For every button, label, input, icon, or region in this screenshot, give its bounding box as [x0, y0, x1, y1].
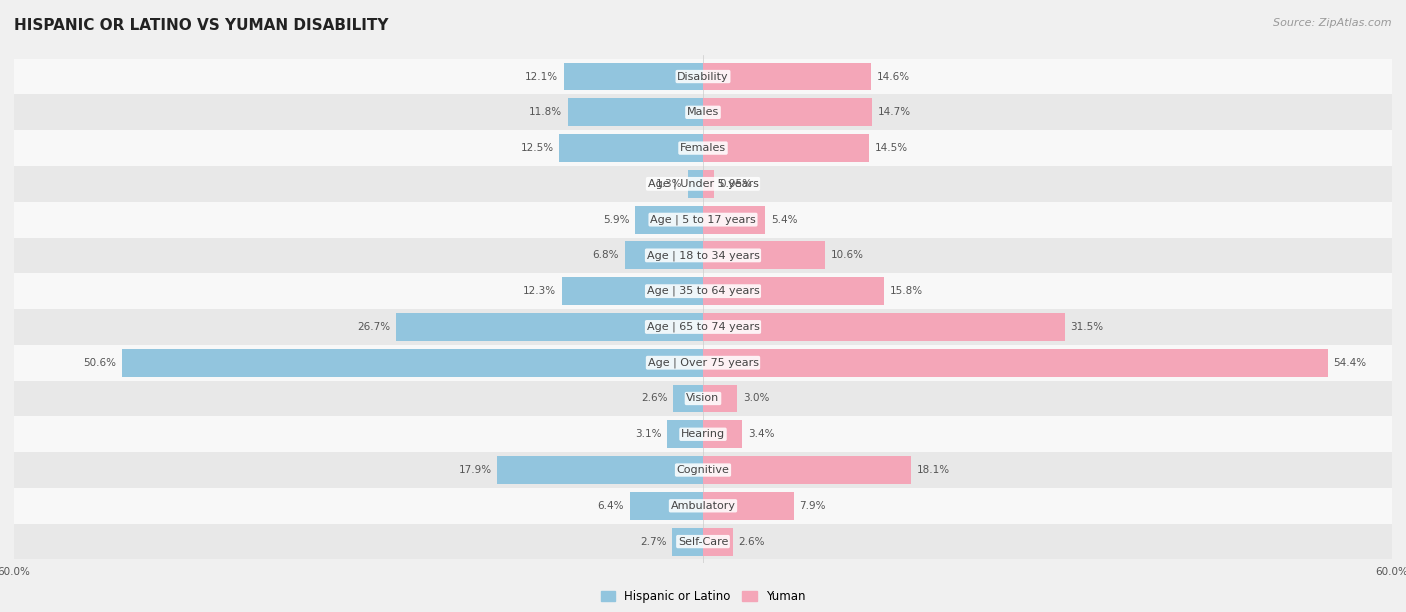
Bar: [624, 242, 703, 269]
Bar: [14, 166, 1392, 202]
Bar: [703, 99, 872, 126]
Bar: [14, 452, 1392, 488]
Bar: [688, 170, 703, 198]
Bar: [122, 349, 703, 376]
Bar: [703, 134, 869, 162]
Text: Age | 5 to 17 years: Age | 5 to 17 years: [650, 214, 756, 225]
Text: 31.5%: 31.5%: [1070, 322, 1104, 332]
Text: 14.5%: 14.5%: [875, 143, 908, 153]
Bar: [14, 130, 1392, 166]
Text: Hearing: Hearing: [681, 429, 725, 439]
Text: 7.9%: 7.9%: [800, 501, 825, 511]
Bar: [14, 345, 1392, 381]
Bar: [668, 420, 703, 448]
Bar: [672, 528, 703, 556]
Bar: [703, 206, 765, 234]
Bar: [703, 242, 825, 269]
Bar: [14, 94, 1392, 130]
Text: 2.6%: 2.6%: [738, 537, 765, 547]
Bar: [14, 59, 1392, 94]
Text: 50.6%: 50.6%: [83, 358, 117, 368]
Text: 26.7%: 26.7%: [357, 322, 391, 332]
Text: Ambulatory: Ambulatory: [671, 501, 735, 511]
Bar: [703, 277, 884, 305]
Bar: [703, 170, 714, 198]
Text: 6.8%: 6.8%: [593, 250, 619, 260]
Text: Vision: Vision: [686, 394, 720, 403]
Text: 3.0%: 3.0%: [744, 394, 769, 403]
Text: 6.4%: 6.4%: [598, 501, 624, 511]
Text: HISPANIC OR LATINO VS YUMAN DISABILITY: HISPANIC OR LATINO VS YUMAN DISABILITY: [14, 18, 388, 34]
Text: Females: Females: [681, 143, 725, 153]
Text: Age | 18 to 34 years: Age | 18 to 34 years: [647, 250, 759, 261]
Text: 3.1%: 3.1%: [636, 429, 662, 439]
Text: Disability: Disability: [678, 72, 728, 81]
Text: Source: ZipAtlas.com: Source: ZipAtlas.com: [1274, 18, 1392, 28]
Text: 2.6%: 2.6%: [641, 394, 668, 403]
Bar: [703, 492, 794, 520]
Text: Age | 35 to 64 years: Age | 35 to 64 years: [647, 286, 759, 296]
Text: 54.4%: 54.4%: [1333, 358, 1367, 368]
Bar: [673, 384, 703, 412]
Text: Age | Over 75 years: Age | Over 75 years: [648, 357, 758, 368]
Bar: [14, 416, 1392, 452]
Text: Age | 65 to 74 years: Age | 65 to 74 years: [647, 322, 759, 332]
Text: 5.4%: 5.4%: [770, 215, 797, 225]
Text: Males: Males: [688, 107, 718, 118]
Text: 11.8%: 11.8%: [529, 107, 562, 118]
Bar: [564, 62, 703, 91]
Text: 14.7%: 14.7%: [877, 107, 911, 118]
Text: 12.1%: 12.1%: [526, 72, 558, 81]
Text: 1.3%: 1.3%: [655, 179, 682, 189]
Bar: [703, 456, 911, 484]
Text: 10.6%: 10.6%: [831, 250, 863, 260]
Bar: [630, 492, 703, 520]
Bar: [703, 62, 870, 91]
Text: 12.5%: 12.5%: [520, 143, 554, 153]
Bar: [703, 384, 738, 412]
Text: Self-Care: Self-Care: [678, 537, 728, 547]
Text: Age | Under 5 years: Age | Under 5 years: [648, 179, 758, 189]
Bar: [14, 488, 1392, 524]
Bar: [14, 309, 1392, 345]
Text: 2.7%: 2.7%: [640, 537, 666, 547]
Bar: [703, 420, 742, 448]
Bar: [703, 313, 1064, 341]
Text: Cognitive: Cognitive: [676, 465, 730, 475]
Bar: [560, 134, 703, 162]
Bar: [14, 202, 1392, 237]
Bar: [14, 274, 1392, 309]
Bar: [14, 381, 1392, 416]
Text: 5.9%: 5.9%: [603, 215, 630, 225]
Legend: Hispanic or Latino, Yuman: Hispanic or Latino, Yuman: [596, 586, 810, 608]
Text: 18.1%: 18.1%: [917, 465, 949, 475]
Bar: [568, 99, 703, 126]
Text: 3.4%: 3.4%: [748, 429, 775, 439]
Bar: [396, 313, 703, 341]
Bar: [562, 277, 703, 305]
Bar: [14, 524, 1392, 559]
Bar: [703, 528, 733, 556]
Text: 14.6%: 14.6%: [876, 72, 910, 81]
Bar: [498, 456, 703, 484]
Text: 12.3%: 12.3%: [523, 286, 555, 296]
Text: 15.8%: 15.8%: [890, 286, 924, 296]
Bar: [636, 206, 703, 234]
Text: 0.95%: 0.95%: [720, 179, 752, 189]
Bar: [14, 237, 1392, 274]
Bar: [703, 349, 1327, 376]
Text: 17.9%: 17.9%: [458, 465, 492, 475]
